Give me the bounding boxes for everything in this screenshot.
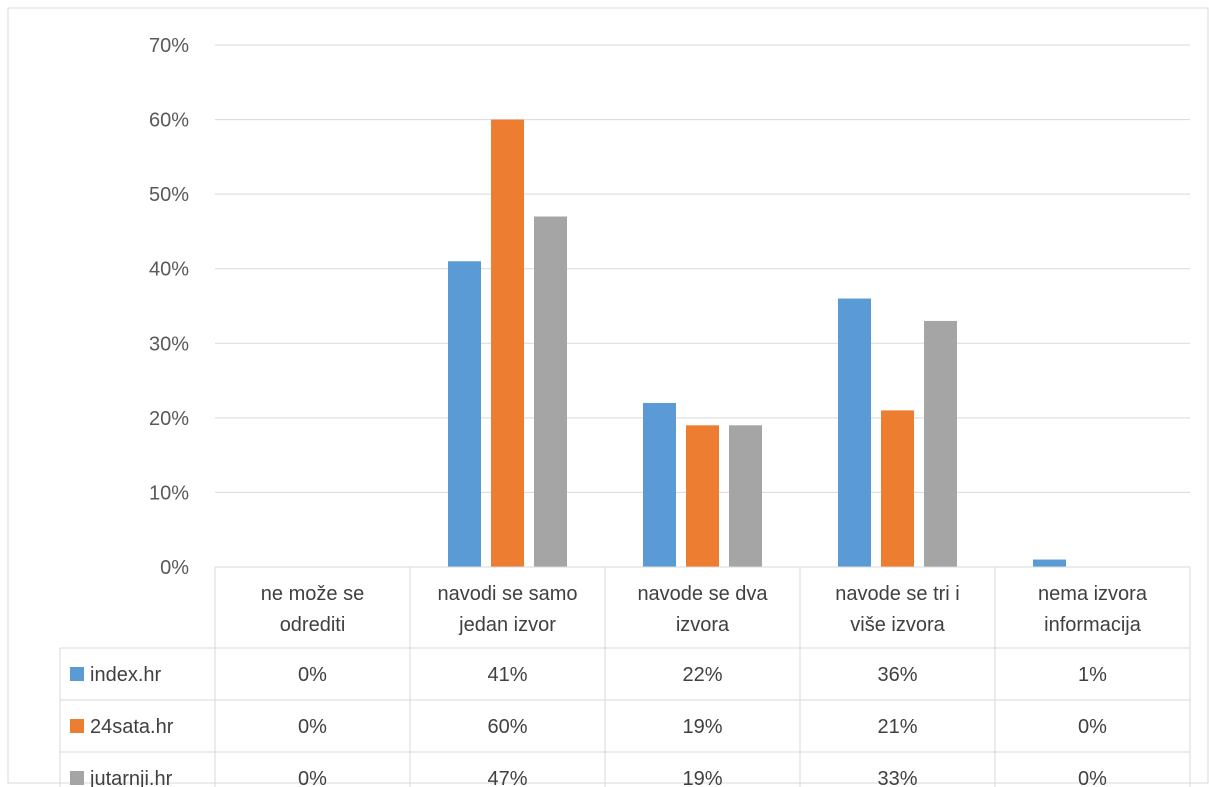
table-cell-value: 0% [1078, 716, 1107, 738]
bar-24sata-hr-1 [491, 119, 524, 568]
table-cell-value: 0% [1078, 768, 1107, 787]
category-label: nema izvora [1038, 583, 1148, 605]
table-cell-value: 0% [298, 664, 327, 686]
category-label: navode se dva [637, 583, 768, 605]
table-cell-value: 21% [877, 716, 917, 738]
table-cell-value: 22% [682, 664, 722, 686]
y-tick-label: 70% [149, 35, 189, 57]
table-cell-value: 1% [1078, 664, 1107, 686]
table-cell-value: 60% [487, 716, 527, 738]
table-cell-value: 0% [298, 768, 327, 787]
category-label: više izvora [850, 614, 945, 636]
y-tick-label: 50% [149, 184, 189, 206]
bar-index-hr-4 [1033, 559, 1066, 567]
category-label: izvora [676, 614, 730, 636]
table-cell-value: 47% [487, 768, 527, 787]
y-tick-label: 40% [149, 259, 189, 281]
bar-index-hr-1 [448, 261, 481, 567]
table-cell-value: 19% [682, 716, 722, 738]
legend-label: index.hr [90, 664, 161, 686]
category-label: odrediti [280, 614, 346, 636]
legend-swatch [70, 667, 84, 681]
category-label: navodi se samo [437, 583, 577, 605]
y-tick-label: 30% [149, 333, 189, 355]
legend-label: 24sata.hr [90, 716, 174, 738]
category-label: jedan izvor [458, 614, 556, 636]
bar-24sata-hr-3 [881, 410, 914, 567]
category-label: navode se tri i [835, 583, 960, 605]
category-label: informacija [1044, 614, 1142, 636]
y-tick-label: 0% [160, 557, 189, 579]
category-label: ne može se [261, 583, 364, 605]
table-cell-value: 41% [487, 664, 527, 686]
table-cell-value: 36% [877, 664, 917, 686]
y-tick-label: 10% [149, 482, 189, 504]
legend-label: jutarnji.hr [89, 768, 173, 787]
bar-jutarnji-hr-3 [924, 320, 957, 567]
table-cell-value: 33% [877, 768, 917, 787]
table-cell-value: 0% [298, 716, 327, 738]
bar-jutarnji-hr-2 [729, 425, 762, 567]
bar-index-hr-3 [838, 298, 871, 567]
bar-index-hr-2 [643, 402, 676, 567]
y-tick-label: 60% [149, 110, 189, 132]
bar-jutarnji-hr-1 [534, 216, 567, 567]
legend-swatch [70, 771, 84, 785]
bar-24sata-hr-2 [686, 425, 719, 567]
y-tick-label: 20% [149, 408, 189, 430]
legend-swatch [70, 719, 84, 733]
chart-border [7, 7, 1209, 784]
table-cell-value: 19% [682, 768, 722, 787]
